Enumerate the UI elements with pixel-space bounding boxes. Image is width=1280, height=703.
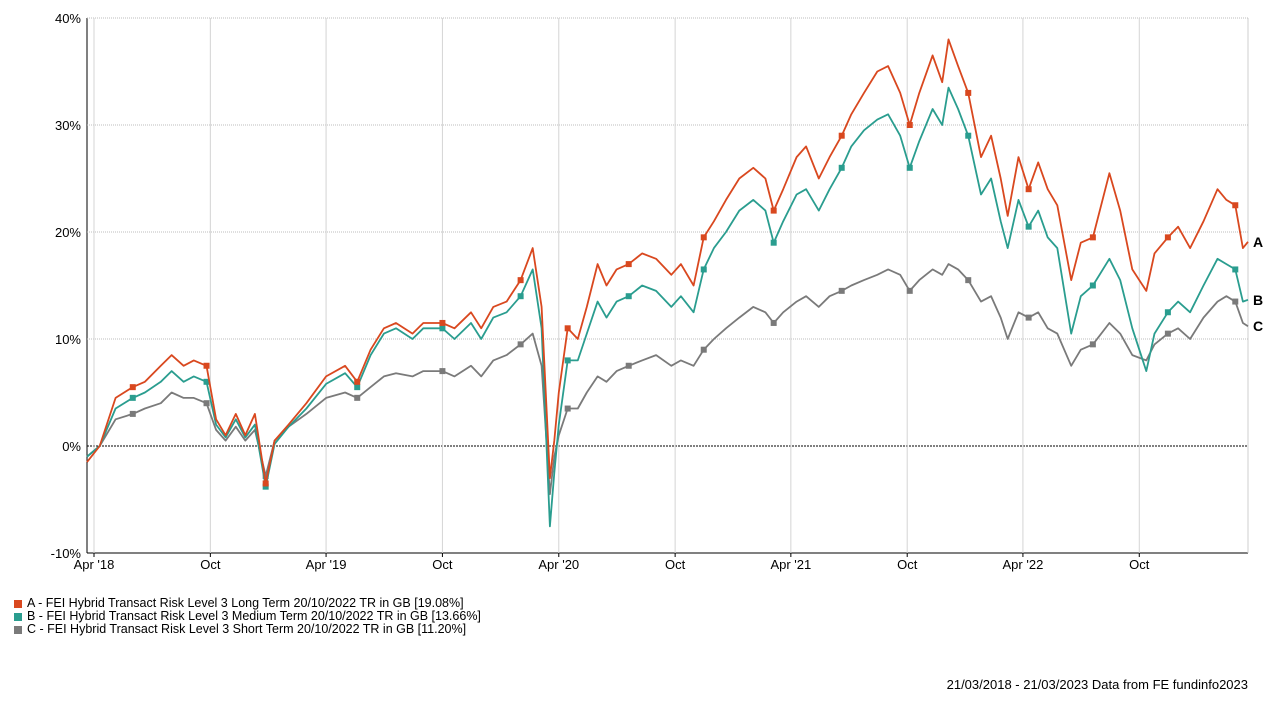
legend-label-c: C - FEI Hybrid Transact Risk Level 3 Sho… xyxy=(27,622,467,636)
x-tick-label: Apr '20 xyxy=(538,557,579,572)
series-marker-a xyxy=(770,207,777,214)
series-end-labels: A BC xyxy=(1253,234,1263,334)
series-marker-c xyxy=(262,472,269,479)
series-marker-b xyxy=(439,325,446,332)
series-marker-b xyxy=(262,483,269,490)
series-marker-c xyxy=(906,287,913,294)
series-marker-c xyxy=(1232,298,1239,305)
x-tick-label: Oct xyxy=(432,557,453,572)
series-marker-b xyxy=(1164,309,1171,316)
x-tick-label: Apr '22 xyxy=(1003,557,1044,572)
series-marker-c xyxy=(1089,341,1096,348)
series-marker-a xyxy=(354,378,361,385)
y-tick-label: -10% xyxy=(51,546,82,561)
series-marker-a xyxy=(517,277,524,284)
data-source-footer: 21/03/2018 - 21/03/2023 Data from FE fun… xyxy=(946,677,1248,692)
y-tick-label: 0% xyxy=(62,439,81,454)
series-marker-a xyxy=(439,319,446,326)
legend-label-a: A - FEI Hybrid Transact Risk Level 3 Lon… xyxy=(27,596,464,610)
x-tick-label: Oct xyxy=(665,557,686,572)
series-marker-c xyxy=(700,346,707,353)
series-marker-c xyxy=(439,368,446,375)
series-marker-a xyxy=(906,122,913,128)
legend: A - FEI Hybrid Transact Risk Level 3 Lon… xyxy=(14,597,481,636)
series-marker-c xyxy=(129,410,136,417)
x-axis-ticks: Apr '18 Oct Apr '19 Oct Apr '20 Oct Apr '21 Oct… xyxy=(74,553,1150,572)
x-tick-label: Apr '19 xyxy=(306,557,347,572)
series-marker-a xyxy=(129,384,136,391)
series-end-label-a: A xyxy=(1253,234,1263,250)
y-tick-label: 10% xyxy=(55,332,81,347)
legend-swatch-a xyxy=(14,599,22,608)
series-marker-c xyxy=(1025,314,1032,321)
legend-item-a: A - FEI Hybrid Transact Risk Level 3 Lon… xyxy=(14,597,481,610)
series-marker-b xyxy=(1025,223,1032,230)
series-marker-b xyxy=(354,384,361,391)
series-marker-b xyxy=(517,293,524,300)
series-marker-a xyxy=(625,261,632,268)
series-marker-b xyxy=(770,239,777,246)
series-marker-c xyxy=(838,287,845,294)
series-marker-c xyxy=(354,394,361,401)
line-chart: Apr '18 Oct Apr '19 Oct Apr '20 Oct Apr '21 Oct… xyxy=(51,11,1263,572)
series-marker-b xyxy=(700,266,707,273)
series-marker-a xyxy=(1089,234,1096,241)
series-marker-b xyxy=(129,394,136,401)
series-marker-b xyxy=(1232,266,1239,273)
series-marker-c xyxy=(1164,330,1171,337)
x-tick-label: Oct xyxy=(1129,557,1150,572)
x-tick-label: Apr '18 xyxy=(74,557,115,572)
series-marker-a xyxy=(1232,202,1239,209)
series-marker-a xyxy=(262,480,269,487)
series-marker-c xyxy=(517,341,524,348)
series-marker-a xyxy=(838,132,845,139)
series-marker-c xyxy=(203,400,210,407)
series-marker-b xyxy=(203,378,210,385)
series-line-b xyxy=(86,86,1249,528)
grid-lines xyxy=(86,17,1249,554)
x-tick-label: Apr '21 xyxy=(770,557,811,572)
series-line-a xyxy=(86,38,1249,485)
legend-item-b: B - FEI Hybrid Transact Risk Level 3 Med… xyxy=(14,610,481,623)
series-marker-b xyxy=(965,132,972,139)
series-marker-b xyxy=(625,293,632,300)
series-marker-a xyxy=(965,89,972,96)
series-marker-a xyxy=(1164,234,1171,241)
series-lines xyxy=(86,38,1249,528)
y-tick-label: 30% xyxy=(55,118,81,133)
x-tick-label: Oct xyxy=(897,557,918,572)
series-marker-c xyxy=(564,405,571,412)
legend-item-c: C - FEI Hybrid Transact Risk Level 3 Sho… xyxy=(14,623,481,636)
y-tick-label: 20% xyxy=(55,225,81,240)
series-end-label-c: C xyxy=(1253,318,1263,334)
legend-label-b: B - FEI Hybrid Transact Risk Level 3 Med… xyxy=(27,609,481,623)
series-end-label-b: B xyxy=(1253,292,1263,308)
series-marker-c xyxy=(625,362,632,369)
series-marker-c xyxy=(770,319,777,326)
series-marker-b xyxy=(564,357,571,364)
series-marker-b xyxy=(906,164,913,171)
series-marker-b xyxy=(838,164,845,171)
series-marker-a xyxy=(564,325,571,332)
legend-swatch-c xyxy=(14,625,22,634)
series-marker-c xyxy=(965,277,972,284)
series-marker-a xyxy=(700,234,707,241)
x-tick-label: Oct xyxy=(200,557,221,572)
y-tick-label: 40% xyxy=(55,11,81,26)
series-marker-a xyxy=(1025,186,1032,193)
legend-swatch-b xyxy=(14,612,22,621)
series-marker-a xyxy=(203,362,210,369)
y-axis-ticks: -10% 0% 10% 20% 30% 40% xyxy=(51,11,82,561)
series-marker-b xyxy=(1089,282,1096,289)
